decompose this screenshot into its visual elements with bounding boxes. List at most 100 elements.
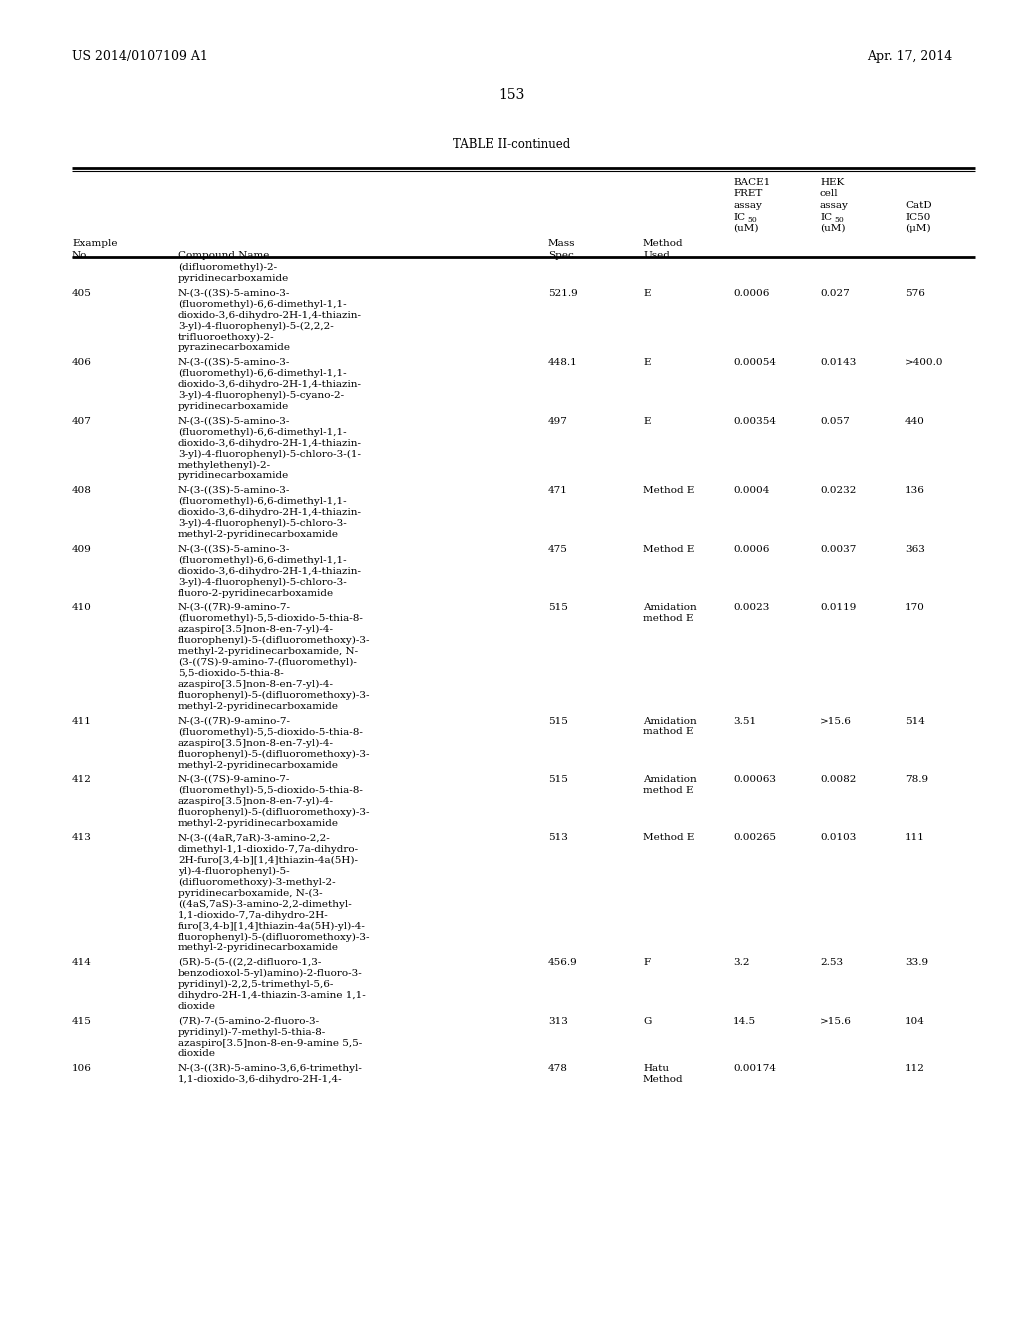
Text: 0.00174: 0.00174 bbox=[733, 1064, 776, 1073]
Text: 405: 405 bbox=[72, 289, 92, 297]
Text: Amidation: Amidation bbox=[643, 775, 696, 784]
Text: 0.0006: 0.0006 bbox=[733, 289, 769, 297]
Text: methyl-2-pyridinecarboxamide: methyl-2-pyridinecarboxamide bbox=[178, 760, 339, 770]
Text: TABLE II-continued: TABLE II-continued bbox=[454, 139, 570, 150]
Text: 0.0004: 0.0004 bbox=[733, 486, 769, 495]
Text: 415: 415 bbox=[72, 1016, 92, 1026]
Text: E: E bbox=[643, 289, 650, 297]
Text: 111: 111 bbox=[905, 833, 925, 842]
Text: N-(3-((4aR,7aR)-3-amino-2,2-: N-(3-((4aR,7aR)-3-amino-2,2- bbox=[178, 833, 331, 842]
Text: yl)-4-fluorophenyl)-5-: yl)-4-fluorophenyl)-5- bbox=[178, 866, 290, 875]
Text: 413: 413 bbox=[72, 833, 92, 842]
Text: IC: IC bbox=[733, 213, 745, 222]
Text: G: G bbox=[643, 1016, 651, 1026]
Text: (fluoromethyl)-5,5-dioxido-5-thia-8-: (fluoromethyl)-5,5-dioxido-5-thia-8- bbox=[178, 614, 362, 623]
Text: fluorophenyl)-5-(difluoromethoxy)-3-: fluorophenyl)-5-(difluoromethoxy)-3- bbox=[178, 636, 371, 645]
Text: fluorophenyl)-5-(difluoromethoxy)-3-: fluorophenyl)-5-(difluoromethoxy)-3- bbox=[178, 690, 371, 700]
Text: 104: 104 bbox=[905, 1016, 925, 1026]
Text: >15.6: >15.6 bbox=[820, 1016, 852, 1026]
Text: 0.0082: 0.0082 bbox=[820, 775, 856, 784]
Text: dioxido-3,6-dihydro-2H-1,4-thiazin-: dioxido-3,6-dihydro-2H-1,4-thiazin- bbox=[178, 438, 362, 447]
Text: 448.1: 448.1 bbox=[548, 358, 578, 367]
Text: Spec: Spec bbox=[548, 251, 573, 260]
Text: Amidation: Amidation bbox=[643, 603, 696, 612]
Text: 50: 50 bbox=[834, 215, 844, 223]
Text: Mass: Mass bbox=[548, 239, 575, 248]
Text: 78.9: 78.9 bbox=[905, 775, 928, 784]
Text: methyl-2-pyridinecarboxamide: methyl-2-pyridinecarboxamide bbox=[178, 818, 339, 828]
Text: 0.0103: 0.0103 bbox=[820, 833, 856, 842]
Text: dihydro-2H-1,4-thiazin-3-amine 1,1-: dihydro-2H-1,4-thiazin-3-amine 1,1- bbox=[178, 991, 366, 1001]
Text: cell: cell bbox=[820, 190, 839, 198]
Text: 313: 313 bbox=[548, 1016, 568, 1026]
Text: Method: Method bbox=[643, 239, 684, 248]
Text: azaspiro[3.5]non-8-en-9-amine 5,5-: azaspiro[3.5]non-8-en-9-amine 5,5- bbox=[178, 1039, 362, 1048]
Text: (difluoromethyl)-2-: (difluoromethyl)-2- bbox=[178, 263, 278, 272]
Text: 576: 576 bbox=[905, 289, 925, 297]
Text: (fluoromethyl)-6,6-dimethyl-1,1-: (fluoromethyl)-6,6-dimethyl-1,1- bbox=[178, 428, 347, 437]
Text: (difluoromethoxy)-3-methyl-2-: (difluoromethoxy)-3-methyl-2- bbox=[178, 878, 336, 887]
Text: Method E: Method E bbox=[643, 833, 694, 842]
Text: 408: 408 bbox=[72, 486, 92, 495]
Text: F: F bbox=[643, 958, 650, 968]
Text: HEK: HEK bbox=[820, 178, 844, 187]
Text: fluoro-2-pyridinecarboxamide: fluoro-2-pyridinecarboxamide bbox=[178, 589, 334, 598]
Text: 3.2: 3.2 bbox=[733, 958, 750, 968]
Text: Amidation: Amidation bbox=[643, 717, 696, 726]
Text: method E: method E bbox=[643, 785, 693, 795]
Text: 475: 475 bbox=[548, 544, 568, 553]
Text: mathod E: mathod E bbox=[643, 727, 693, 737]
Text: CatD: CatD bbox=[905, 201, 932, 210]
Text: pyridinyl)-7-methyl-5-thia-8-: pyridinyl)-7-methyl-5-thia-8- bbox=[178, 1027, 327, 1036]
Text: 50: 50 bbox=[746, 215, 757, 223]
Text: N-(3-((3S)-5-amino-3-: N-(3-((3S)-5-amino-3- bbox=[178, 486, 291, 495]
Text: (fluoromethyl)-6,6-dimethyl-1,1-: (fluoromethyl)-6,6-dimethyl-1,1- bbox=[178, 300, 347, 309]
Text: dioxido-3,6-dihydro-2H-1,4-thiazin-: dioxido-3,6-dihydro-2H-1,4-thiazin- bbox=[178, 508, 362, 517]
Text: 406: 406 bbox=[72, 358, 92, 367]
Text: 515: 515 bbox=[548, 717, 568, 726]
Text: pyridinecarboxamide: pyridinecarboxamide bbox=[178, 403, 289, 411]
Text: 5,5-dioxido-5-thia-8-: 5,5-dioxido-5-thia-8- bbox=[178, 669, 284, 678]
Text: 106: 106 bbox=[72, 1064, 92, 1073]
Text: ((4aS,7aS)-3-amino-2,2-dimethyl-: ((4aS,7aS)-3-amino-2,2-dimethyl- bbox=[178, 899, 352, 908]
Text: N-(3-((7R)-9-amino-7-: N-(3-((7R)-9-amino-7- bbox=[178, 603, 291, 612]
Text: dioxide: dioxide bbox=[178, 1049, 216, 1059]
Text: 0.00054: 0.00054 bbox=[733, 358, 776, 367]
Text: 0.0119: 0.0119 bbox=[820, 603, 856, 612]
Text: 411: 411 bbox=[72, 717, 92, 726]
Text: E: E bbox=[643, 417, 650, 425]
Text: 0.00265: 0.00265 bbox=[733, 833, 776, 842]
Text: 0.0143: 0.0143 bbox=[820, 358, 856, 367]
Text: FRET: FRET bbox=[733, 190, 763, 198]
Text: assay: assay bbox=[820, 201, 849, 210]
Text: 3-yl)-4-fluorophenyl)-5-(2,2,2-: 3-yl)-4-fluorophenyl)-5-(2,2,2- bbox=[178, 322, 334, 330]
Text: 2.53: 2.53 bbox=[820, 958, 843, 968]
Text: 0.00354: 0.00354 bbox=[733, 417, 776, 425]
Text: N-(3-((3S)-5-amino-3-: N-(3-((3S)-5-amino-3- bbox=[178, 417, 291, 425]
Text: Method E: Method E bbox=[643, 544, 694, 553]
Text: 2H-furo[3,4-b][1,4]thiazin-4a(5H)-: 2H-furo[3,4-b][1,4]thiazin-4a(5H)- bbox=[178, 855, 358, 865]
Text: 153: 153 bbox=[499, 88, 525, 102]
Text: 33.9: 33.9 bbox=[905, 958, 928, 968]
Text: dioxido-3,6-dihydro-2H-1,4-thiazin-: dioxido-3,6-dihydro-2H-1,4-thiazin- bbox=[178, 380, 362, 389]
Text: fluorophenyl)-5-(difluoromethoxy)-3-: fluorophenyl)-5-(difluoromethoxy)-3- bbox=[178, 932, 371, 941]
Text: N-(3-((3S)-5-amino-3-: N-(3-((3S)-5-amino-3- bbox=[178, 544, 291, 553]
Text: N-(3-((7S)-9-amino-7-: N-(3-((7S)-9-amino-7- bbox=[178, 775, 291, 784]
Text: 478: 478 bbox=[548, 1064, 568, 1073]
Text: (fluoromethyl)-6,6-dimethyl-1,1-: (fluoromethyl)-6,6-dimethyl-1,1- bbox=[178, 370, 347, 378]
Text: dioxide: dioxide bbox=[178, 1002, 216, 1011]
Text: methyl-2-pyridinecarboxamide, N-: methyl-2-pyridinecarboxamide, N- bbox=[178, 647, 358, 656]
Text: Method: Method bbox=[643, 1074, 684, 1084]
Text: azaspiro[3.5]non-8-en-7-yl)-4-: azaspiro[3.5]non-8-en-7-yl)-4- bbox=[178, 624, 334, 634]
Text: (fluoromethyl)-6,6-dimethyl-1,1-: (fluoromethyl)-6,6-dimethyl-1,1- bbox=[178, 556, 347, 565]
Text: dimethyl-1,1-dioxido-7,7a-dihydro-: dimethyl-1,1-dioxido-7,7a-dihydro- bbox=[178, 845, 359, 854]
Text: N-(3-((7R)-9-amino-7-: N-(3-((7R)-9-amino-7- bbox=[178, 717, 291, 726]
Text: 0.0232: 0.0232 bbox=[820, 486, 856, 495]
Text: 136: 136 bbox=[905, 486, 925, 495]
Text: fluorophenyl)-5-(difluoromethoxy)-3-: fluorophenyl)-5-(difluoromethoxy)-3- bbox=[178, 750, 371, 759]
Text: 407: 407 bbox=[72, 417, 92, 425]
Text: benzodioxol-5-yl)amino)-2-fluoro-3-: benzodioxol-5-yl)amino)-2-fluoro-3- bbox=[178, 969, 362, 978]
Text: 3-yl)-4-fluorophenyl)-5-chloro-3-: 3-yl)-4-fluorophenyl)-5-chloro-3- bbox=[178, 519, 347, 528]
Text: 0.057: 0.057 bbox=[820, 417, 850, 425]
Text: 363: 363 bbox=[905, 544, 925, 553]
